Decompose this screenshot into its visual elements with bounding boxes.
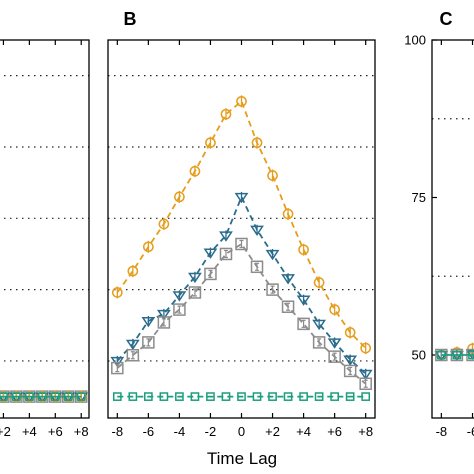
- data-point: [76, 392, 86, 401]
- data-point: [173, 303, 186, 316]
- x-tick-label: +8: [358, 424, 373, 439]
- series-square-3: [436, 350, 474, 360]
- x-tick-label: +2: [265, 424, 280, 439]
- data-point: [299, 392, 308, 401]
- data-point: [221, 392, 231, 401]
- data-point: [188, 286, 202, 299]
- x-tick-label: -4: [174, 424, 186, 439]
- data-point: [175, 392, 184, 401]
- data-point: [250, 260, 264, 274]
- data-point: [112, 392, 122, 401]
- x-tick-label: +4: [296, 424, 311, 439]
- y-tick-label: 75: [412, 190, 426, 205]
- data-point: [190, 392, 200, 401]
- data-point: [37, 392, 47, 401]
- x-tick-label: +2: [0, 424, 11, 439]
- y-tick-label: 100: [404, 33, 426, 48]
- data-point: [297, 317, 310, 331]
- data-point: [142, 336, 155, 349]
- data-point: [361, 392, 371, 401]
- data-point: [144, 392, 153, 401]
- data-point: [330, 392, 339, 401]
- y-tick-label: 50: [412, 348, 426, 363]
- x-tick-label: -6: [143, 424, 155, 439]
- data-point: [359, 377, 372, 391]
- panel-label: B: [124, 9, 137, 29]
- series-square-2: [111, 237, 372, 391]
- data-point: [206, 392, 215, 401]
- panel-label: C: [440, 9, 453, 29]
- data-point: [266, 283, 279, 296]
- data-point: [281, 300, 295, 313]
- data-point: [204, 267, 217, 281]
- x-tick-label: +8: [74, 424, 89, 439]
- panel-c: C -8 -6 100 75 50: [404, 9, 474, 439]
- x-axis-title: Time Lag: [207, 449, 277, 468]
- x-tick-label: -8: [436, 424, 448, 439]
- data-point: [252, 392, 262, 401]
- data-point: [219, 247, 233, 261]
- data-point: [312, 336, 326, 349]
- x-tick-label: -6: [467, 424, 474, 439]
- data-point: [157, 316, 171, 329]
- data-point: [452, 350, 462, 360]
- panel-b: B -8 -6 -4 -2 0 +2 +4 +6 +8: [107, 9, 376, 439]
- data-point: [468, 350, 474, 360]
- series-square-3: [0, 392, 86, 401]
- data-point: [328, 350, 341, 363]
- panel-a: -8-6-4-20+2+4+6+8: [0, 39, 90, 439]
- plot-frame: [431, 39, 474, 419]
- x-tick-label: 0: [238, 424, 245, 439]
- data-point: [126, 348, 140, 362]
- x-tick-label: +6: [327, 424, 342, 439]
- x-tick-label: -8: [112, 424, 124, 439]
- data-point: [345, 392, 355, 401]
- data-point: [436, 350, 446, 360]
- data-point: [268, 392, 277, 401]
- data-point: [63, 392, 73, 401]
- data-point: [0, 392, 8, 401]
- data-point: [50, 392, 60, 401]
- data-point: [25, 392, 34, 401]
- data-point: [314, 392, 324, 401]
- series-square-3: [112, 392, 371, 401]
- plot-frame: [0, 39, 90, 419]
- data-point: [128, 392, 138, 401]
- x-tick-label: +6: [48, 424, 63, 439]
- data-point: [159, 392, 169, 401]
- series-circle-0: [111, 95, 372, 355]
- series-line: [116, 99, 367, 349]
- x-tick-label: +4: [22, 424, 37, 439]
- data-point: [111, 361, 124, 375]
- data-point: [235, 237, 248, 251]
- data-point: [12, 392, 21, 401]
- data-point: [283, 392, 293, 401]
- x-tick-label: -2: [205, 424, 217, 439]
- data-point: [237, 392, 246, 401]
- data-point: [343, 364, 357, 378]
